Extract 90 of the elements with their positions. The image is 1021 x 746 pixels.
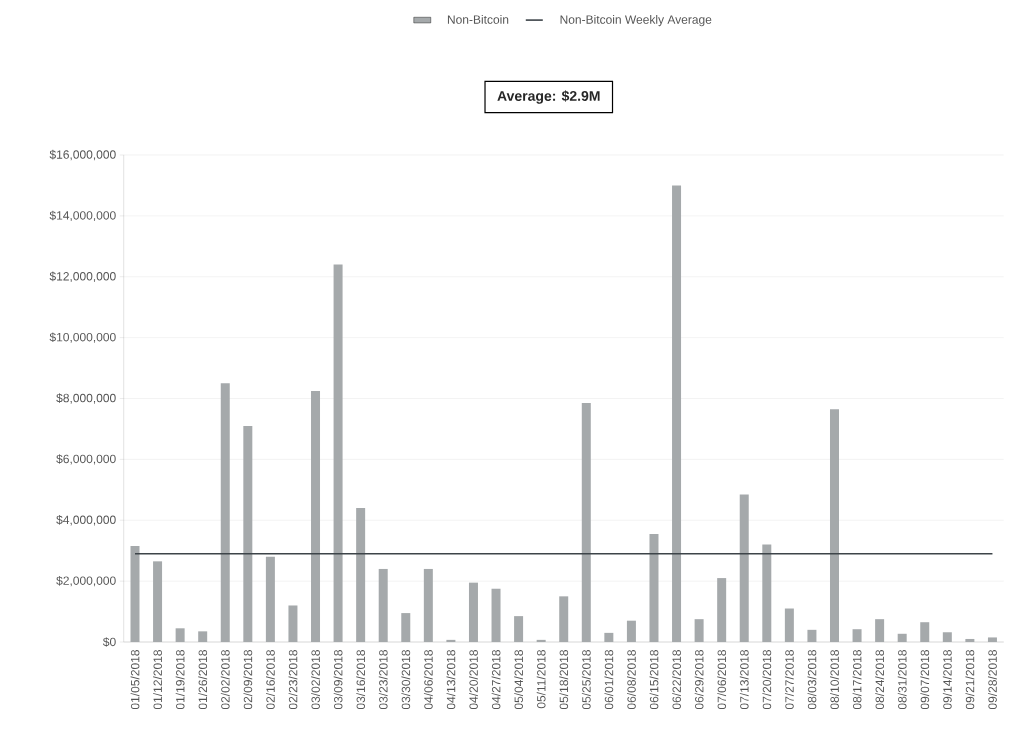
bar [468,582,478,642]
y-tick-label: $0 [102,637,116,647]
x-tick-label: 07/06/2018 [717,650,727,710]
bar [717,578,727,642]
bar [130,546,140,642]
x-tick-label: 04/27/2018 [491,650,501,710]
x-tick-label: 01/12/2018 [153,650,162,710]
x-tick-label: 09/28/2018 [988,650,997,710]
x-tick-label: 08/17/2018 [852,650,862,710]
x-tick-label: 06/22/2018 [672,650,681,710]
x-tick-label: 02/09/2018 [243,650,253,710]
bar [401,613,411,642]
bar [626,620,636,642]
bar [897,633,907,642]
x-tick-label: 04/06/2018 [423,650,433,710]
x-tick-label: 07/13/2018 [739,650,749,710]
bar [604,632,614,642]
bar [581,403,591,642]
x-tick-label: 06/01/2018 [604,650,614,710]
bar [288,605,298,642]
bar [942,632,952,642]
y-tick-label: $2,000,000 [56,575,116,587]
y-tick-label: $4,000,000 [56,515,116,526]
x-tick-label: 03/02/2018 [311,650,320,710]
bar [852,629,862,642]
y-tick-label: $8,000,000 [56,393,116,404]
legend-label: Non-Bitcoin Weekly Average [560,14,712,27]
bar [243,425,253,642]
y-tick-label: $10,000,000 [49,332,116,343]
bar [153,561,163,642]
x-tick-label: 05/18/2018 [559,650,569,710]
y-tick-label: $14,000,000 [49,210,116,222]
x-tick-label: 07/20/2018 [762,650,772,710]
x-tick-label: 08/03/2018 [807,650,817,710]
bar [965,638,975,642]
bar [694,619,704,642]
bar [559,596,569,642]
x-tick-label: 06/15/2018 [649,650,659,710]
bar [198,631,208,642]
x-tick-label: 09/21/2018 [965,650,975,710]
bar [311,390,321,642]
x-tick-label: 04/20/2018 [469,650,478,710]
bar [175,628,185,642]
x-tick-label: 01/05/2018 [130,650,140,710]
bar [920,622,930,642]
bar [514,616,524,642]
text: Average: $2.9M [497,90,600,104]
y-tick-label: $16,000,000 [49,149,116,161]
x-tick-label: 03/30/2018 [401,650,411,710]
x-tick-label: 07/27/2018 [784,650,794,710]
x-tick-label: 04/13/2018 [446,650,456,710]
x-tick-label: 05/25/2018 [581,650,591,710]
bar [536,639,546,642]
bar [807,629,817,642]
x-tick-label: 03/09/2018 [333,650,343,710]
x-tick-label: 08/24/2018 [875,650,885,710]
bar [356,508,366,642]
x-tick-label: 02/16/2018 [265,650,275,710]
bar [875,619,885,642]
x-tick-label: 08/10/2018 [830,650,839,710]
x-tick-label: 02/02/2018 [220,650,230,710]
bar [739,494,749,642]
bar [762,544,772,642]
x-tick-label: 06/29/2018 [694,650,704,710]
bar [987,637,997,642]
x-tick-label: 05/04/2018 [514,650,524,710]
bar [333,264,343,642]
bar [220,383,230,642]
bar [423,568,433,642]
x-tick-label: 01/19/2018 [175,650,185,710]
x-tick-label: 01/26/2018 [198,650,208,710]
x-tick-label: 09/07/2018 [920,650,930,710]
x-tick-label: 08/31/2018 [897,650,907,710]
bar [491,588,501,642]
bar [829,409,839,642]
y-tick-label: $12,000,000 [49,271,116,282]
x-tick-label: 03/23/2018 [378,650,388,710]
bar [378,568,388,642]
bar [446,639,456,642]
x-tick-label: 02/23/2018 [288,650,298,710]
x-tick-label: 06/08/2018 [627,650,636,710]
y-tick-label: $6,000,000 [56,454,116,465]
bar [265,556,275,642]
legend-label: Non-Bitcoin [447,14,509,24]
x-tick-label: 09/14/2018 [942,650,952,710]
x-tick-label: 03/16/2018 [356,650,366,710]
x-tick-label: 05/11/2018 [536,650,546,709]
bar [672,185,682,642]
bar [784,608,794,642]
bar [649,533,659,642]
